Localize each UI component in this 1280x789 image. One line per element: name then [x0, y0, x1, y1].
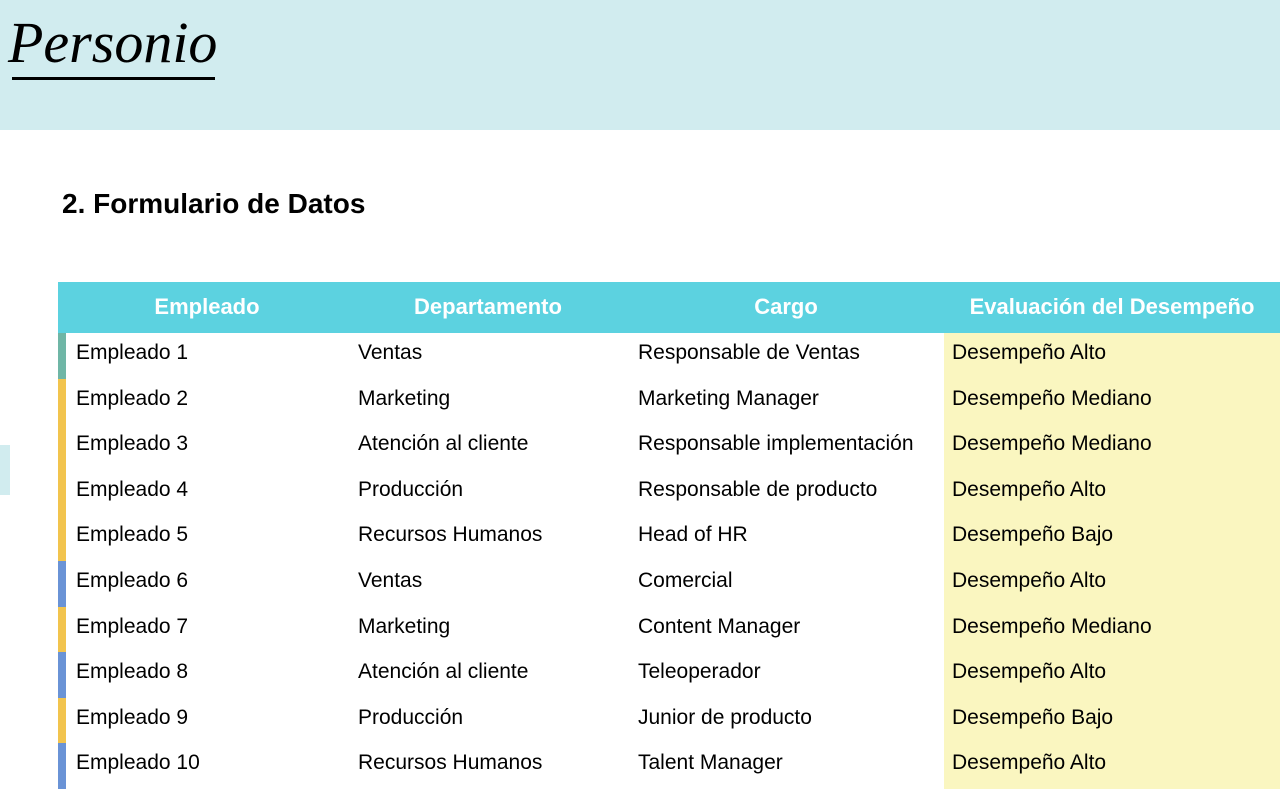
table-row: Empleado 3Atención al clienteResponsable…	[58, 424, 1280, 470]
cell-cargo: Responsable de producto	[628, 470, 944, 516]
table-body: Empleado 1VentasResponsable de VentasDes…	[58, 333, 1280, 789]
row-marker	[58, 698, 66, 744]
cell-empleado: Empleado 8	[66, 652, 348, 698]
table-row: Empleado 6VentasComercialDesempeño Alto	[58, 561, 1280, 607]
cell-departamento: Marketing	[348, 379, 628, 425]
cell-empleado: Empleado 7	[66, 607, 348, 653]
table-header-row: Empleado Departamento Cargo Evaluación d…	[58, 282, 1280, 333]
left-accent-strip	[0, 445, 10, 495]
row-marker	[58, 561, 66, 607]
table-header-evaluacion: Evaluación del Desempeño	[944, 282, 1280, 333]
table-row: Empleado 9ProducciónJunior de productoDe…	[58, 698, 1280, 744]
cell-cargo: Head of HR	[628, 515, 944, 561]
row-marker	[58, 379, 66, 425]
table-row: Empleado 7MarketingContent ManagerDesemp…	[58, 607, 1280, 653]
cell-evaluacion: Desempeño Alto	[944, 743, 1280, 789]
cell-cargo: Content Manager	[628, 607, 944, 653]
cell-evaluacion: Desempeño Alto	[944, 561, 1280, 607]
cell-evaluacion: Desempeño Mediano	[944, 607, 1280, 653]
brand-logo: Personio	[8, 14, 217, 78]
table-row: Empleado 5Recursos HumanosHead of HRDese…	[58, 515, 1280, 561]
cell-cargo: Responsable implementación	[628, 424, 944, 470]
table-row: Empleado 1VentasResponsable de VentasDes…	[58, 333, 1280, 379]
cell-evaluacion: Desempeño Mediano	[944, 424, 1280, 470]
cell-departamento: Producción	[348, 470, 628, 516]
row-marker	[58, 652, 66, 698]
section-title: 2. Formulario de Datos	[62, 188, 1280, 220]
cell-departamento: Marketing	[348, 607, 628, 653]
table-header-cargo: Cargo	[628, 282, 944, 333]
cell-empleado: Empleado 10	[66, 743, 348, 789]
cell-departamento: Recursos Humanos	[348, 743, 628, 789]
table-row: Empleado 8Atención al clienteTeleoperado…	[58, 652, 1280, 698]
cell-departamento: Ventas	[348, 561, 628, 607]
table-header-marker	[58, 282, 66, 333]
table-row: Empleado 4ProducciónResponsable de produ…	[58, 470, 1280, 516]
cell-evaluacion: Desempeño Bajo	[944, 698, 1280, 744]
cell-evaluacion: Desempeño Bajo	[944, 515, 1280, 561]
cell-departamento: Ventas	[348, 333, 628, 379]
row-marker	[58, 470, 66, 516]
cell-evaluacion: Desempeño Alto	[944, 652, 1280, 698]
row-marker	[58, 743, 66, 789]
table-header-empleado: Empleado	[66, 282, 348, 333]
row-marker	[58, 607, 66, 653]
cell-empleado: Empleado 3	[66, 424, 348, 470]
row-marker	[58, 424, 66, 470]
cell-evaluacion: Desempeño Mediano	[944, 379, 1280, 425]
table-header-departamento: Departamento	[348, 282, 628, 333]
cell-empleado: Empleado 1	[66, 333, 348, 379]
row-marker	[58, 333, 66, 379]
cell-empleado: Empleado 5	[66, 515, 348, 561]
header-band: Personio	[0, 0, 1280, 130]
employee-table: Empleado Departamento Cargo Evaluación d…	[58, 282, 1280, 789]
cell-departamento: Producción	[348, 698, 628, 744]
cell-departamento: Atención al cliente	[348, 424, 628, 470]
cell-evaluacion: Desempeño Alto	[944, 333, 1280, 379]
cell-empleado: Empleado 6	[66, 561, 348, 607]
cell-cargo: Teleoperador	[628, 652, 944, 698]
cell-cargo: Comercial	[628, 561, 944, 607]
cell-cargo: Junior de producto	[628, 698, 944, 744]
cell-empleado: Empleado 9	[66, 698, 348, 744]
table-row: Empleado 10Recursos HumanosTalent Manage…	[58, 743, 1280, 789]
cell-evaluacion: Desempeño Alto	[944, 470, 1280, 516]
cell-departamento: Recursos Humanos	[348, 515, 628, 561]
row-marker	[58, 515, 66, 561]
cell-empleado: Empleado 4	[66, 470, 348, 516]
table-row: Empleado 2MarketingMarketing ManagerDese…	[58, 379, 1280, 425]
cell-cargo: Marketing Manager	[628, 379, 944, 425]
cell-cargo: Responsable de Ventas	[628, 333, 944, 379]
cell-cargo: Talent Manager	[628, 743, 944, 789]
cell-departamento: Atención al cliente	[348, 652, 628, 698]
content-area: 2. Formulario de Datos Empleado Departam…	[0, 188, 1280, 789]
cell-empleado: Empleado 2	[66, 379, 348, 425]
